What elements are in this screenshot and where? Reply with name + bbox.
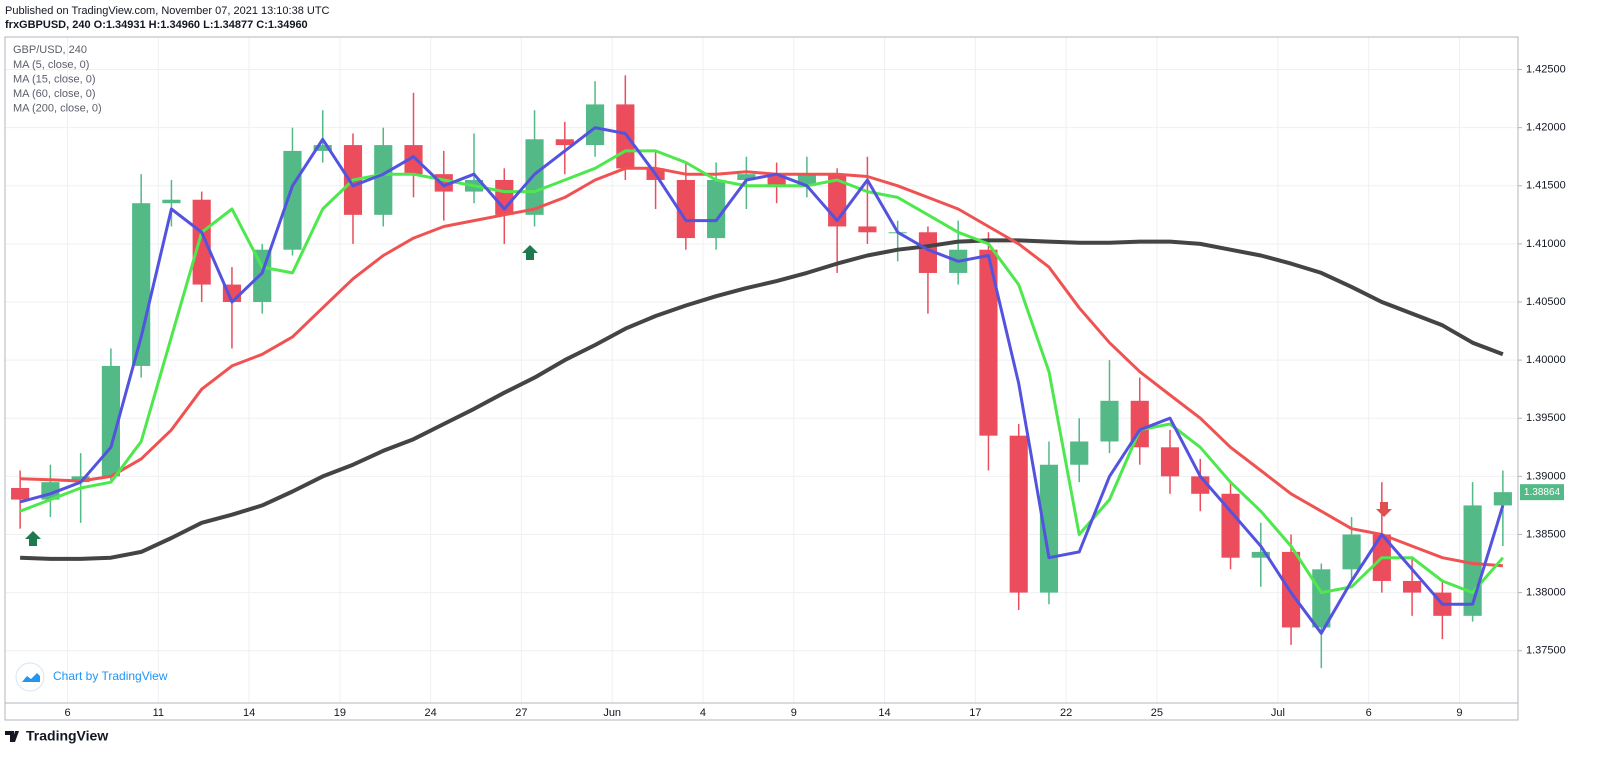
x-tick-label: 6 (64, 707, 70, 719)
candle-body (313, 145, 332, 151)
y-tick-label: 1.38000 (1526, 586, 1566, 598)
candle-body (71, 476, 90, 483)
candle-body (1403, 580, 1422, 593)
candle-body (797, 174, 816, 186)
candle-body (1039, 464, 1059, 593)
x-tick-label: 14 (878, 707, 890, 719)
ma-line (20, 166, 1504, 568)
candle-body (404, 145, 423, 175)
chart-title: GBP/USD, 240 (13, 44, 87, 56)
y-tick-label: 1.39500 (1526, 412, 1566, 424)
candle-body (1009, 435, 1028, 593)
y-tick-label: 1.41500 (1526, 180, 1566, 192)
candle-body (495, 179, 514, 215)
candle-body (1221, 493, 1240, 558)
y-tick-label: 1.39000 (1526, 470, 1566, 482)
x-tick-label: 17 (969, 707, 981, 719)
candle-body (1281, 551, 1301, 628)
ma-line (20, 238, 1504, 561)
y-tick-label: 1.40000 (1526, 354, 1566, 366)
watermark-text: Chart by TradingView (53, 669, 168, 683)
x-tick-label: 24 (425, 707, 437, 719)
last-price-label: 1.38864 (1524, 487, 1561, 498)
buy-arrow (522, 245, 538, 260)
x-tick-label: 9 (1456, 707, 1462, 719)
candle-body (1100, 400, 1119, 442)
candle-body (192, 199, 211, 285)
footer-logo (5, 731, 19, 742)
watermark-logo (15, 662, 45, 692)
candle-body (858, 226, 877, 233)
legend-entry: MA (15, close, 0) (13, 73, 96, 85)
x-tick-label: 6 (1366, 707, 1372, 719)
candle-body (1070, 441, 1089, 465)
candle-body (737, 174, 756, 180)
x-tick-label: 4 (700, 707, 706, 719)
candle-body (707, 179, 726, 239)
ma-line (19, 149, 1505, 595)
candle-body (767, 174, 786, 186)
x-tick-label: Jul (1271, 707, 1285, 719)
ma-line (19, 126, 1505, 635)
candle-body (918, 232, 938, 273)
candle-body (101, 365, 120, 477)
candle-body (979, 249, 998, 436)
last-price-box (1520, 484, 1564, 501)
candle-body (283, 150, 302, 250)
legend-entry: MA (5, close, 0) (13, 59, 89, 71)
candle-body (162, 199, 181, 204)
x-tick-label: 25 (1151, 707, 1163, 719)
sell-arrow (1376, 502, 1392, 517)
x-tick-label: 14 (243, 707, 255, 719)
y-tick-label: 1.42000 (1526, 122, 1566, 134)
buy-arrow (25, 531, 41, 546)
y-tick-label: 1.42500 (1526, 63, 1566, 75)
footer-text: TradingView (26, 728, 108, 744)
candle-body (585, 104, 605, 146)
x-tick-label: 27 (515, 707, 527, 719)
candle-body (616, 104, 635, 169)
candle-body (1342, 534, 1361, 570)
chart-frame (4, 36, 1519, 721)
x-tick-label: Jun (603, 707, 621, 719)
y-tick-label: 1.41000 (1526, 238, 1566, 250)
legend-entry: MA (200, close, 0) (13, 102, 102, 114)
y-tick-label: 1.38500 (1526, 528, 1566, 540)
candle-body (374, 145, 393, 215)
y-tick-label: 1.40500 (1526, 296, 1566, 308)
x-tick-label: 19 (334, 707, 346, 719)
candle-body (525, 139, 544, 215)
candle-body (132, 203, 151, 366)
plot (11, 75, 1512, 669)
legend-entry: MA (60, close, 0) (13, 88, 96, 100)
candle-body (1251, 551, 1270, 558)
watermark-icon (22, 673, 40, 682)
candle-body (1160, 447, 1180, 477)
candle-body (1312, 569, 1331, 628)
x-tick-label: 11 (153, 707, 164, 719)
candle-body (11, 487, 30, 500)
y-tick-label: 1.37500 (1526, 645, 1566, 657)
candle-body (676, 179, 695, 239)
grid (5, 37, 1518, 703)
symbol-line: frxGBPUSD, 240 O:1.34931 H:1.34960 L:1.3… (5, 19, 308, 31)
candle-body (555, 139, 574, 146)
x-tick-label: 22 (1060, 707, 1072, 719)
candle-body (1493, 492, 1512, 506)
published-line: Published on TradingView.com, November 0… (5, 5, 330, 17)
x-tick-label: 9 (791, 707, 797, 719)
